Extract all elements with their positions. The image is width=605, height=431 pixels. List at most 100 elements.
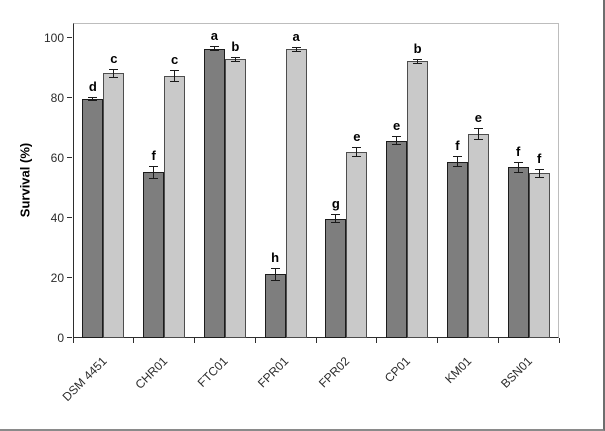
x-category-label: FPR02 <box>315 354 353 391</box>
sig-letter: a <box>210 27 218 43</box>
bar <box>325 218 347 338</box>
x-tick <box>72 338 74 343</box>
error-bar-cap-bottom <box>452 166 462 167</box>
error-bar-line <box>213 45 215 52</box>
error-bar-line <box>92 96 94 101</box>
error-bar-cap-top <box>291 47 301 48</box>
sig-letter: f <box>536 150 542 166</box>
x-category-label: CHR01 <box>132 354 171 392</box>
x-category-label: KM01 <box>441 354 474 387</box>
sig-letter: g <box>331 196 340 212</box>
x-tick <box>254 338 256 343</box>
bar <box>264 274 286 338</box>
bar <box>528 173 550 338</box>
sig-letter: f <box>151 147 156 163</box>
error-bar-cap-bottom <box>149 177 159 179</box>
error-bar-cap-top <box>392 135 402 137</box>
error-bar-cap-bottom <box>513 171 523 173</box>
y-tick <box>67 37 72 38</box>
x-category-label: FTC01 <box>194 354 231 390</box>
x-tick <box>133 338 135 343</box>
error-bar-cap-top <box>513 161 523 163</box>
error-bar-line <box>456 156 458 167</box>
x-category-label: FPR01 <box>255 354 292 391</box>
sig-letter: b <box>231 38 240 54</box>
error-bar-cap-bottom <box>209 50 219 52</box>
y-tick <box>67 277 72 278</box>
x-tick <box>376 338 378 343</box>
sig-letter: h <box>271 249 280 265</box>
error-bar-cap-top <box>230 56 240 58</box>
sig-letter: c <box>171 52 179 68</box>
x-category-label: BSN01 <box>497 354 535 391</box>
x-category-label: DSM 4451 <box>59 354 110 404</box>
bar <box>82 98 104 338</box>
y-tick-label: 80 <box>50 91 64 105</box>
error-bar-line <box>295 47 297 52</box>
x-tick <box>194 338 195 343</box>
sig-letter: e <box>353 128 361 144</box>
y-tick <box>67 217 72 218</box>
y-tick-label: 100 <box>43 31 64 45</box>
error-bar-cap-bottom <box>331 222 341 224</box>
error-bar-cap-bottom <box>170 81 180 83</box>
error-bar-line <box>335 214 337 224</box>
bar <box>346 151 368 338</box>
sig-letter: d <box>88 78 97 94</box>
error-bar-cap-bottom <box>88 99 98 101</box>
sig-letter: e <box>474 110 482 125</box>
error-bar-cap-bottom <box>109 76 119 78</box>
error-bar-cap-top <box>473 128 483 129</box>
x-tick <box>437 338 438 343</box>
error-bar-cap-top <box>209 45 219 47</box>
sig-letter: a <box>292 29 300 44</box>
error-bar-line <box>517 161 519 173</box>
error-bar-cap-top <box>170 70 180 72</box>
error-bar-cap-top <box>109 68 119 70</box>
error-bar-line <box>234 56 236 62</box>
error-bar-cap-bottom <box>392 144 402 146</box>
x-category-label: CP01 <box>381 354 414 386</box>
error-bar-line <box>538 168 540 178</box>
y-tick <box>67 97 72 98</box>
y-tick-label: 20 <box>50 271 64 285</box>
bar <box>446 161 468 338</box>
y-tick-label: 60 <box>50 151 64 165</box>
bar <box>103 73 125 338</box>
y-axis-title: Survival (%) <box>17 142 33 218</box>
sig-letter: f <box>455 138 460 154</box>
error-bar-cap-top <box>413 58 423 60</box>
x-tick <box>315 338 317 343</box>
bar <box>467 134 489 338</box>
error-bar-cap-top <box>534 168 544 170</box>
error-bar-line <box>417 58 419 64</box>
error-bar-cap-top <box>331 214 341 216</box>
y-tick-label: 40 <box>50 211 64 225</box>
error-bar-cap-top <box>270 267 280 269</box>
bar <box>285 49 307 338</box>
bar <box>407 61 429 338</box>
sig-letter: e <box>393 117 401 133</box>
y-tick-label: 0 <box>57 331 64 345</box>
error-bar-cap-top <box>88 96 98 98</box>
y-tick <box>67 157 72 158</box>
bar <box>386 140 408 338</box>
error-bar-line <box>174 70 176 83</box>
x-tick <box>558 338 560 343</box>
bar <box>507 167 529 338</box>
bar <box>143 172 165 338</box>
error-bar-line <box>113 68 115 78</box>
error-bar-line <box>477 128 479 140</box>
error-bar-line <box>274 267 276 282</box>
bar <box>164 76 186 338</box>
error-bar-cap-top <box>452 156 462 158</box>
error-bar-line <box>356 146 358 157</box>
sig-letter: c <box>110 50 118 66</box>
error-bar-cap-bottom <box>270 280 280 282</box>
error-bar-cap-bottom <box>413 62 423 64</box>
bar <box>224 59 246 338</box>
error-bar-line <box>153 165 155 179</box>
x-tick <box>497 338 499 343</box>
error-bar-cap-top <box>149 165 159 167</box>
